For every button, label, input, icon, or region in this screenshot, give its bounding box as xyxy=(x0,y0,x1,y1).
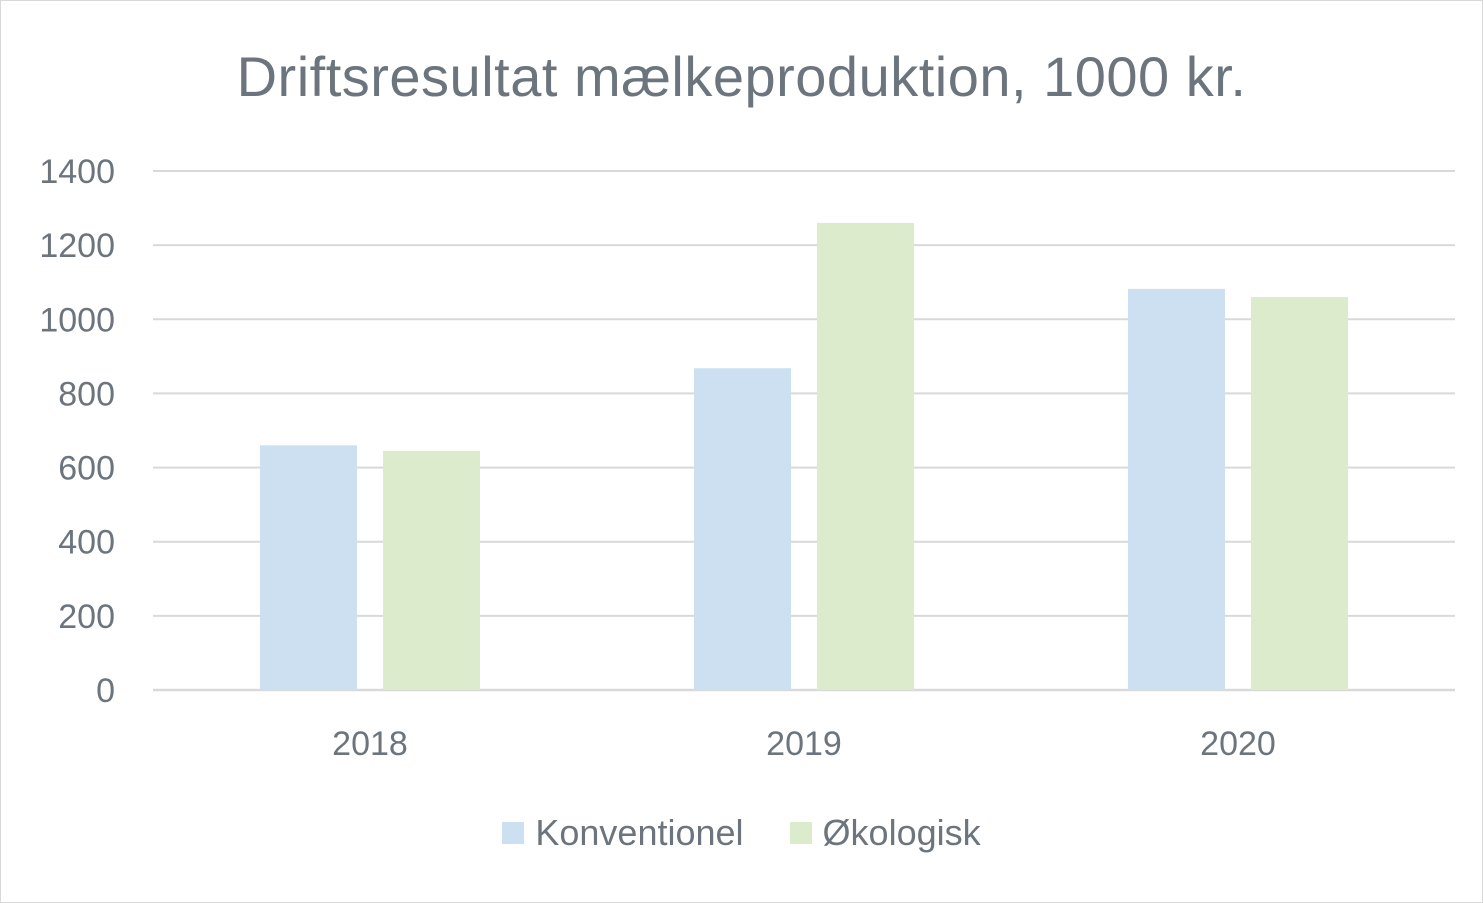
bar-konventionel-2020 xyxy=(1128,288,1225,690)
y-tick-label: 600 xyxy=(58,450,115,488)
y-tick-label: 400 xyxy=(58,524,115,562)
legend-swatch-okologisk xyxy=(789,822,812,844)
y-tick-label: 1400 xyxy=(39,153,115,191)
y-tick-label: 800 xyxy=(58,375,115,413)
y-tick-label: 200 xyxy=(58,598,115,636)
bar-okologisk-2018 xyxy=(383,450,480,690)
bar-okologisk-2020 xyxy=(1251,297,1348,690)
legend-swatch-konventionel xyxy=(502,822,525,844)
legend: Konventionel Økologisk xyxy=(0,812,1483,854)
legend-item-konventionel: Konventionel xyxy=(502,812,744,854)
y-axis-ticks: 0 200 400 600 800 1000 1200 1400 xyxy=(39,153,115,710)
x-tick-label: 2020 xyxy=(1200,725,1276,763)
legend-label-okologisk: Økologisk xyxy=(822,812,981,853)
grid-layer xyxy=(153,170,1455,692)
x-axis-ticks: 2018 2019 2020 xyxy=(332,725,1276,763)
chart-title: Driftsresultat mælkeproduktion, 1000 kr. xyxy=(236,45,1247,108)
legend-label-konventionel: Konventionel xyxy=(535,812,744,853)
y-tick-label: 1000 xyxy=(39,301,115,339)
legend-item-okologisk: Økologisk xyxy=(789,812,981,854)
x-tick-label: 2019 xyxy=(766,725,842,763)
bar-layer xyxy=(260,222,1348,690)
bar-okologisk-2019 xyxy=(817,222,914,690)
y-tick-label: 0 xyxy=(96,672,115,710)
bar-konventionel-2019 xyxy=(694,368,791,690)
bar-konventionel-2018 xyxy=(260,445,357,690)
x-tick-label: 2018 xyxy=(332,725,408,763)
y-tick-label: 1200 xyxy=(39,227,115,265)
